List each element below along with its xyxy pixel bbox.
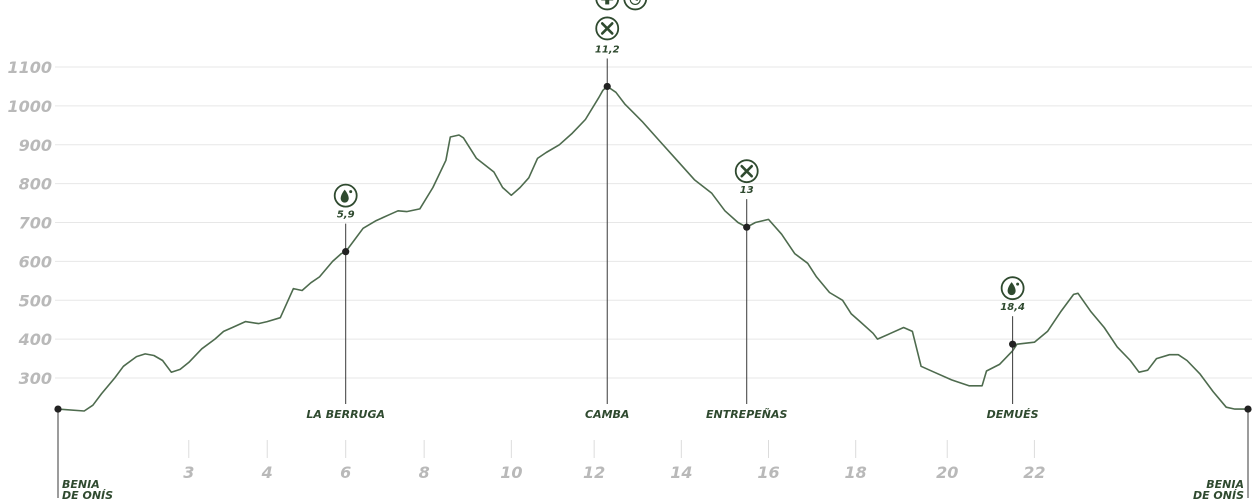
x-axis-ticks: 3 4 6 8 10 12 14 16 18 20 22 [183, 440, 1046, 482]
finish-label-line1: BENIA [1206, 478, 1244, 491]
x-tick-label: 6 [340, 463, 351, 482]
food-icon [595, 16, 620, 41]
x-tick-label: 16 [757, 463, 779, 482]
elevation-profile-line [57, 85, 1248, 412]
waypoint-marker [1009, 340, 1017, 348]
finish-label-line2: DE ONÍS [1193, 489, 1244, 502]
y-tick-label: 1100 [7, 58, 52, 77]
waypoint-km-label: 13 [740, 185, 754, 196]
x-tick-label: 10 [500, 463, 522, 482]
waypoint: 11,2 CAMBA [585, 0, 648, 421]
start-label-line2: DE ONÍS [62, 489, 113, 502]
waypoint-marker [342, 248, 350, 256]
y-axis-ticks: 300 400 500 600 700 800 900 1000 1100 [7, 58, 52, 388]
x-tick-label: 12 [583, 463, 605, 482]
y-tick-label: 800 [19, 175, 52, 194]
y-tick-label: 1000 [7, 97, 52, 116]
x-tick-label: 18 [845, 463, 867, 482]
waypoint-marker [603, 82, 611, 91]
x-tick-label: 14 [670, 463, 692, 482]
water-icon [1000, 276, 1025, 301]
waypoint-place-label: ENTREPEÑAS [706, 408, 788, 421]
waypoint-marker [743, 223, 751, 231]
water-icon [333, 183, 358, 208]
gridlines [55, 66, 1252, 379]
y-tick-label: 700 [19, 214, 52, 233]
waypoints: 5,9 LA BERRUGA 11,2 CAMBA 13 ENTREPEÑAS 18,4 DE… [306, 0, 1039, 421]
waypoint: 18,4 DEMUÉS [987, 276, 1039, 421]
x-tick-label: 4 [261, 463, 273, 482]
x-tick-label: 22 [1023, 463, 1045, 482]
waypoint: 13 ENTREPEÑAS [706, 159, 788, 421]
y-tick-label: 900 [19, 136, 52, 155]
waypoint: 5,9 LA BERRUGA [306, 183, 385, 421]
y-tick-label: 500 [19, 291, 52, 310]
y-tick-label: 300 [19, 369, 52, 388]
y-tick-label: 400 [18, 330, 52, 349]
waypoint-km-label: 18,4 [1000, 302, 1025, 313]
x-tick-label: 8 [419, 463, 430, 482]
food-icon [734, 159, 759, 184]
first-aid-icon [595, 0, 620, 11]
waypoint-place-label: LA BERRUGA [306, 408, 385, 421]
x-tick-label: 20 [936, 463, 958, 482]
finish-dot [1244, 405, 1252, 413]
x-tick-label: 3 [183, 463, 194, 482]
start-label-line1: BENIA [62, 478, 100, 491]
clock-icon [623, 0, 648, 11]
y-tick-label: 600 [19, 252, 52, 271]
start-dot [54, 405, 62, 413]
waypoint-km-label: 5,9 [337, 210, 355, 221]
waypoint-place-label: CAMBA [585, 408, 629, 421]
waypoint-km-label: 11,2 [595, 44, 620, 55]
waypoint-place-label: DEMUÉS [987, 408, 1039, 421]
